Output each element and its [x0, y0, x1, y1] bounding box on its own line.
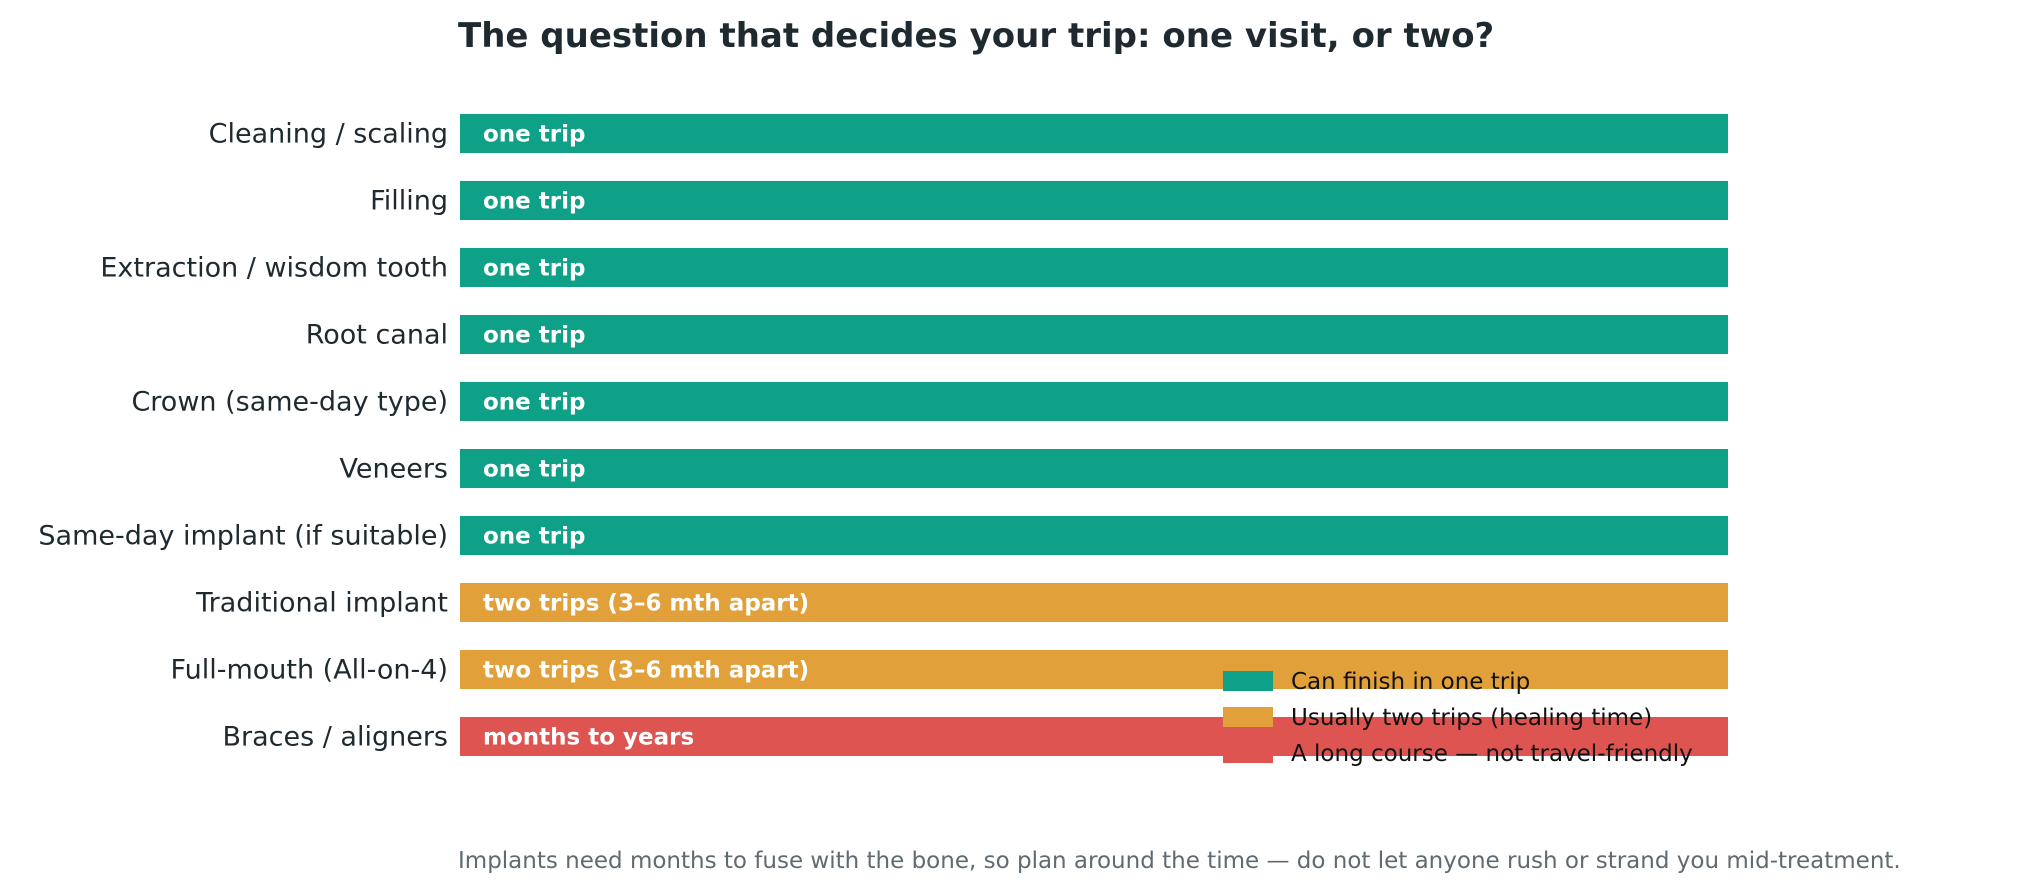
bar-label: one trip: [483, 390, 585, 416]
legend-label: Usually two trips (healing time): [1291, 705, 1652, 731]
legend-label: Can finish in one trip: [1291, 669, 1530, 695]
legend-swatch: [1223, 671, 1273, 691]
category-label: Extraction / wisdom tooth: [100, 253, 448, 284]
category-label: Root canal: [306, 320, 448, 351]
bar-label: one trip: [483, 122, 585, 148]
category-label: Same-day implant (if suitable): [38, 521, 448, 552]
category-label: Veneers: [340, 454, 449, 485]
bar: [460, 583, 1728, 622]
bar-label: months to years: [483, 725, 694, 751]
bar: [460, 717, 1728, 756]
legend-swatch: [1223, 743, 1273, 763]
bar: [460, 315, 1728, 354]
category-label: Full-mouth (All-on-4): [171, 655, 448, 686]
bar-label: one trip: [483, 323, 585, 349]
category-label: Cleaning / scaling: [209, 119, 448, 150]
bar: [460, 248, 1728, 287]
legend-swatch: [1223, 707, 1273, 727]
category-label: Crown (same-day type): [131, 387, 448, 418]
footnote: Implants need months to fuse with the bo…: [458, 848, 1901, 874]
bar: [460, 382, 1728, 421]
bars-layer: Cleaning / scaling one trip Filling one tri…: [38, 114, 1728, 756]
category-label: Braces / aligners: [222, 722, 448, 753]
bar: [460, 449, 1728, 488]
bar-label: one trip: [483, 189, 585, 215]
bar: [460, 516, 1728, 555]
bar: [460, 650, 1728, 689]
bar: [460, 114, 1728, 153]
legend: Can finish in one trip Usually two trips …: [1223, 669, 1693, 767]
bar-label: two trips (3–6 mth apart): [483, 591, 809, 617]
bar-label: two trips (3–6 mth apart): [483, 658, 809, 684]
category-label: Traditional implant: [195, 588, 448, 619]
bar-label: one trip: [483, 524, 585, 550]
chart-title: The question that decides your trip: one…: [458, 16, 1494, 56]
bar-label: one trip: [483, 457, 585, 483]
bar-label: one trip: [483, 256, 585, 282]
bar: [460, 181, 1728, 220]
legend-label: A long course — not travel-friendly: [1291, 741, 1693, 767]
category-label: Filling: [370, 186, 448, 217]
